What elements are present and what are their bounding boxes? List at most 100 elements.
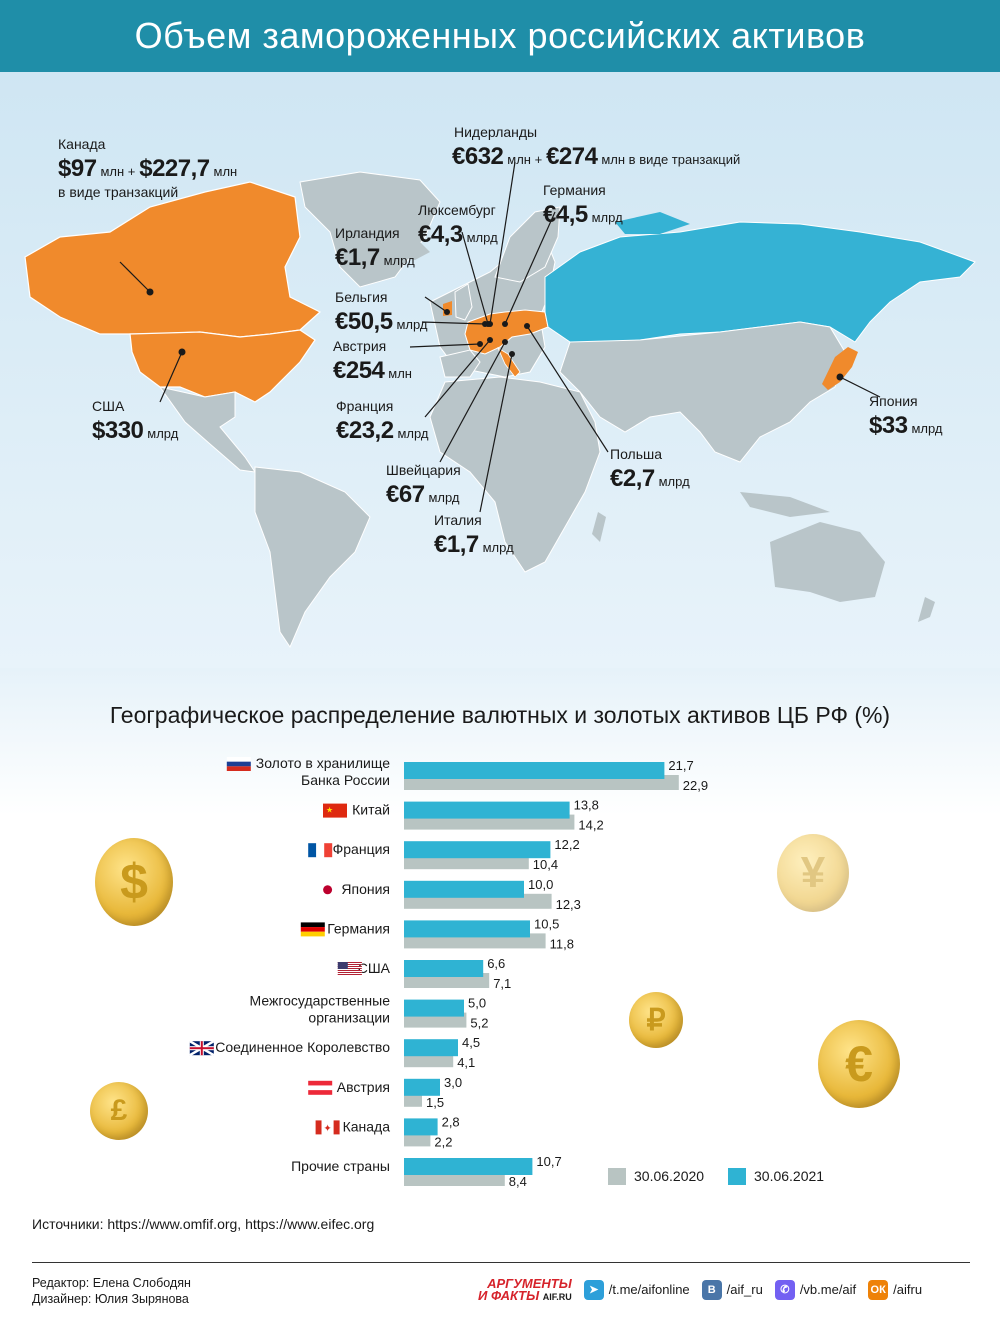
label-ireland-value: €1,7 <box>335 243 380 271</box>
bar-2021-8 <box>404 1078 440 1096</box>
flag-austria-icon <box>308 1080 333 1095</box>
label-japan-unit: млрд <box>911 420 943 436</box>
social-viber[interactable]: ✆ /vb.me/aif <box>774 1279 856 1300</box>
flag-uk-icon <box>189 1040 215 1057</box>
social-ok[interactable]: ОК /aifru <box>868 1279 922 1300</box>
connector-lines <box>119 161 881 513</box>
value-label-2021-8: 3,0 <box>444 1075 462 1090</box>
category-label-1: Китай <box>352 802 390 818</box>
legend-label-2020: 30.06.2020 <box>634 1168 704 1184</box>
label-netherlands: Нидерланды €632 млн + €274 млн в виде тр… <box>452 124 740 172</box>
value-label-2021-9: 2,8 <box>442 1114 460 1129</box>
label-france-unit: млрд <box>397 425 429 441</box>
social-vk[interactable]: B /aif_ru <box>701 1279 763 1300</box>
world-map-svg <box>24 161 976 649</box>
marker-dots <box>146 288 844 381</box>
label-poland-value: €2,7 <box>610 464 655 492</box>
category-label-8: Австрия <box>337 1079 390 1095</box>
label-belgium: Бельгия €50,5 млрд <box>335 289 428 337</box>
legend-swatch-2020 <box>608 1168 626 1185</box>
label-ireland-name: Ирландия <box>335 225 400 241</box>
viber-icon: ✆ <box>774 1279 795 1300</box>
editor-credit: Редактор: Елена Слободян <box>32 1276 191 1290</box>
social-telegram-text: /t.me/aifonline <box>608 1282 690 1298</box>
scandinavia-shape <box>494 206 561 283</box>
value-label-2021-0: 21,7 <box>668 758 693 773</box>
flag-france-icon <box>308 843 333 858</box>
telegram-icon: ➤ <box>583 1279 604 1300</box>
label-germany-name: Германия <box>543 182 606 198</box>
category-label-3: Япония <box>341 881 390 897</box>
aif-logo[interactable]: АРГУМЕНТЫ И ФАКТЫ AIF.RU <box>478 1276 572 1303</box>
label-japan-value: $33 <box>869 411 908 439</box>
social-vk-text: /aif_ru <box>726 1282 763 1298</box>
label-usa-name: США <box>92 398 125 414</box>
category-label-4: Германия <box>327 920 390 936</box>
label-ireland-unit: млрд <box>383 252 415 268</box>
brand-line2: И ФАКТЫ <box>478 1287 540 1303</box>
label-luxembourg: Люксембург €4,3 млрд <box>418 202 498 250</box>
australia-shape <box>770 522 885 602</box>
label-netherlands-value2: €274 <box>546 142 598 170</box>
label-austria-unit: млн <box>388 365 412 381</box>
credits: Редактор: Елена Слободян Дизайнер: Юлия … <box>32 1275 191 1308</box>
madagascar-shape <box>592 512 606 542</box>
label-usa-unit: млрд <box>147 425 179 441</box>
label-france-name: Франция <box>336 398 394 414</box>
label-ireland: Ирландия €1,7 млрд <box>335 225 415 273</box>
iberia-shape <box>439 349 481 378</box>
value-label-2021-1: 13,8 <box>574 798 599 813</box>
label-austria: Австрия €254 млн <box>333 338 412 386</box>
category-label-9: Канада <box>343 1118 391 1134</box>
iceland-shape <box>400 242 430 260</box>
category-label-6-line1: организации <box>308 1010 390 1026</box>
canada-shape <box>24 181 322 338</box>
label-netherlands-unit1: млн + <box>507 151 543 167</box>
label-belgium-name: Бельгия <box>335 289 388 305</box>
label-switzerland-value: €67 <box>386 480 425 508</box>
value-label-2021-2: 12,2 <box>554 837 579 852</box>
asia-shape <box>559 321 846 463</box>
bar-2021-9 <box>404 1118 438 1136</box>
ok-icon: ОК <box>868 1279 889 1300</box>
label-france-value: €23,2 <box>336 416 394 444</box>
value-label-2020-0: 22,9 <box>683 778 708 793</box>
dollar-coin-icon: $ <box>95 838 173 926</box>
bar-2021-6 <box>404 999 464 1017</box>
label-japan: Япония $33 млрд <box>869 393 942 441</box>
label-switzerland-unit: млрд <box>428 489 460 505</box>
ruble-coin-icon: ₽ <box>629 992 683 1048</box>
flag-china-icon: ★ <box>323 803 347 818</box>
bar-2021-5 <box>404 960 484 977</box>
label-italy-value: €1,7 <box>434 530 479 558</box>
bar-2021-4 <box>404 920 530 938</box>
bar-2021-2 <box>404 841 551 859</box>
brand-line1: АРГУМЕНТЫ <box>487 1276 572 1291</box>
label-germany-unit: млрд <box>591 209 623 225</box>
page-header: Объем замороженных российских активов <box>0 0 1000 72</box>
footer-links: АРГУМЕНТЫ И ФАКТЫ AIF.RU ➤ /t.me/aifonli… <box>478 1276 922 1303</box>
social-telegram[interactable]: ➤ /t.me/aifonline <box>583 1279 690 1300</box>
uk-shape <box>454 283 473 321</box>
russia-shape <box>544 221 976 345</box>
label-belgium-value: €50,5 <box>335 307 393 335</box>
label-austria-value: €254 <box>333 356 385 384</box>
category-label-10: Прочие страны <box>291 1158 390 1174</box>
arctic-island-shape <box>615 212 690 234</box>
category-label-6-line0: Межгосударственные <box>250 993 391 1009</box>
value-label-2020-3: 12,3 <box>556 897 581 912</box>
yen-coin-icon: ¥ <box>777 834 849 912</box>
label-canada-unit1: млн + <box>100 163 136 179</box>
euro-coin-icon: € <box>818 1020 900 1108</box>
brand-site: AIF.RU <box>542 1291 572 1302</box>
bar-2021-10 <box>404 1158 533 1175</box>
bar-2021-0 <box>404 762 665 779</box>
south-america-shape <box>254 466 371 649</box>
svg-text:✦: ✦ <box>323 1123 331 1134</box>
value-label-2021-5: 6,6 <box>487 956 505 971</box>
svg-text:★: ★ <box>326 806 333 815</box>
label-canada-note: в виде транзакций <box>58 183 179 200</box>
category-label-7: Соединенное Королевство <box>215 1039 390 1055</box>
value-label-2021-7: 4,5 <box>462 1035 480 1050</box>
